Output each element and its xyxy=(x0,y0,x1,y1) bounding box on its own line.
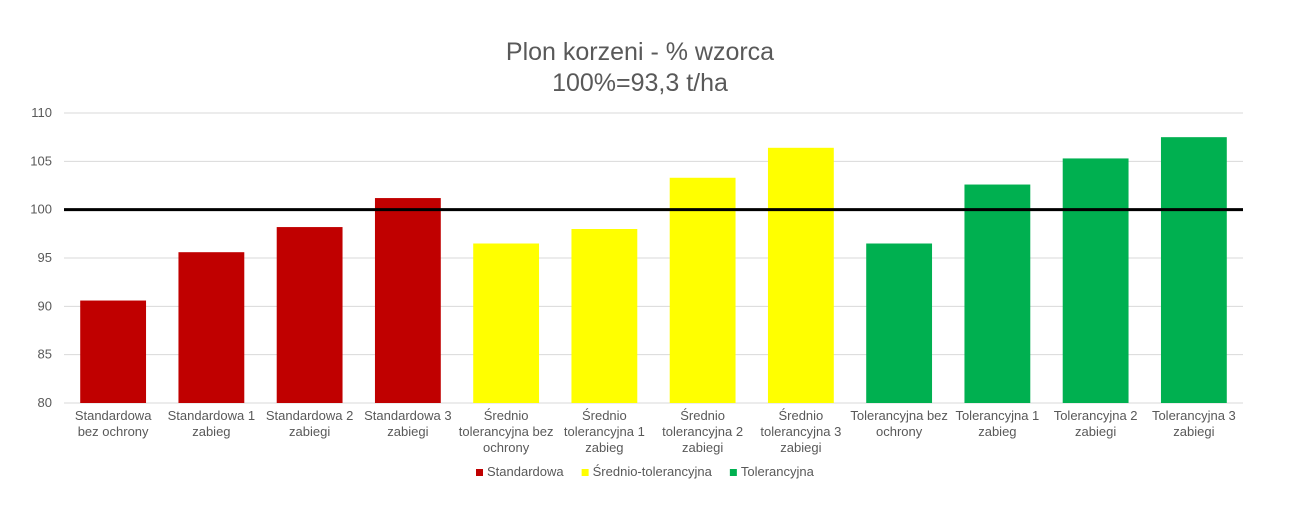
y-axis: 80 85 90 95 100 105 110 xyxy=(30,105,52,410)
legend-label: Średnio-tolerancyjna xyxy=(593,464,713,479)
bars xyxy=(80,137,1227,403)
y-tick-label: 80 xyxy=(38,395,52,410)
x-category-label: Średnio tolerancyjna 1 zabieg xyxy=(564,408,645,455)
bar xyxy=(178,252,245,403)
legend: Standardowa Średnio-tolerancyjna Tolerancy… xyxy=(476,464,815,479)
legend-label: Standardowa xyxy=(487,464,564,479)
x-category-label: Standardowa bez ochrony xyxy=(75,408,152,439)
legend-swatch xyxy=(476,469,483,476)
y-tick-label: 95 xyxy=(38,250,52,265)
legend-swatch xyxy=(581,469,589,476)
x-category-label: Tolerancyjna 2 zabiegi xyxy=(1054,408,1138,439)
chart-subtitle: 100%=93,3 t/ha xyxy=(552,69,728,97)
bar xyxy=(866,243,933,403)
bar xyxy=(767,147,834,403)
legend-swatch xyxy=(729,469,737,476)
legend-label: Tolerancyjna xyxy=(741,464,815,479)
y-tick-label: 110 xyxy=(31,105,52,120)
chart-title: Plon korzeni - % wzorca xyxy=(506,38,774,66)
bar xyxy=(964,184,1031,403)
bar xyxy=(1062,158,1129,403)
bar xyxy=(276,227,343,403)
y-tick-label: 100 xyxy=(30,202,52,217)
bar xyxy=(473,243,540,403)
x-category-label: Standardowa 1 zabieg xyxy=(168,408,255,439)
bar xyxy=(374,198,441,403)
y-tick-label: 90 xyxy=(38,298,52,313)
x-category-label: Standardowa 2 zabiegi xyxy=(266,408,353,439)
y-tick-label: 105 xyxy=(30,153,52,168)
x-category-label: Średnio tolerancyjna 3 zabiegi xyxy=(760,408,841,455)
bar xyxy=(669,177,736,403)
x-category-label: Standardowa 3 zabiegi xyxy=(364,408,451,439)
x-category-label: Średnio tolerancyjna 2 zabiegi xyxy=(662,408,743,455)
bar xyxy=(571,229,638,403)
x-category-label: Tolerancyjna bez ochrony xyxy=(850,408,948,439)
bar xyxy=(80,300,147,403)
bar xyxy=(1160,137,1227,403)
x-category-label: Tolerancyjna 1 zabieg xyxy=(955,408,1039,439)
x-axis: Standardowa bez ochrony Standardowa 1 zabie… xyxy=(75,408,1236,455)
y-tick-label: 85 xyxy=(38,347,52,362)
x-category-label: Średnio tolerancyjna bez ochrony xyxy=(459,408,554,455)
x-category-label: Tolerancyjna 3 zabiegi xyxy=(1152,408,1236,439)
